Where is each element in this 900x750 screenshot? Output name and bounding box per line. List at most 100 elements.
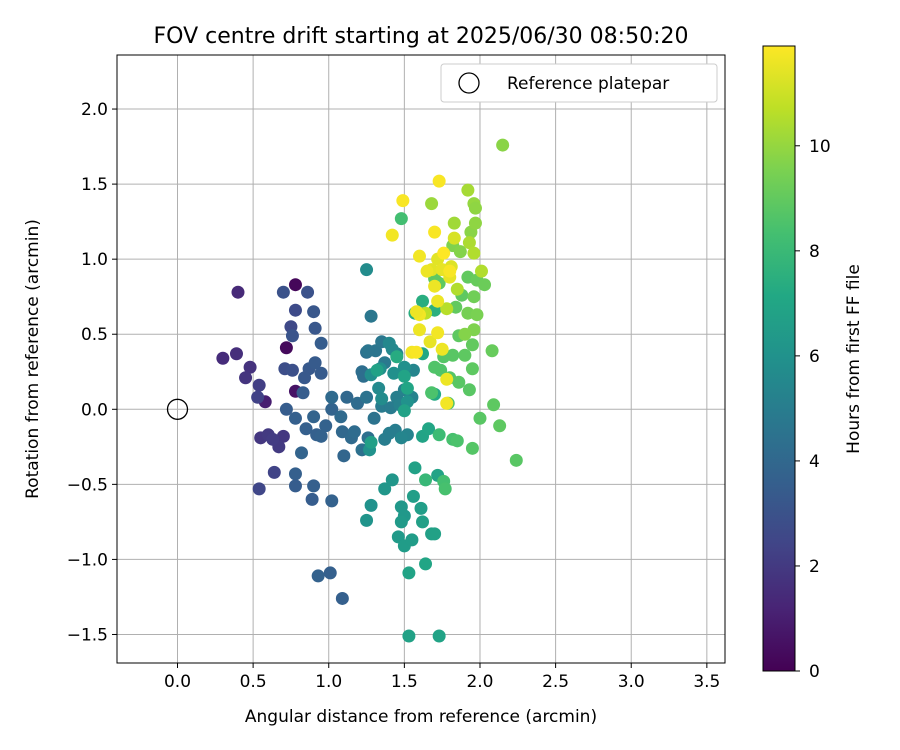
- data-point: [432, 428, 446, 442]
- data-point: [334, 410, 348, 424]
- data-point: [276, 285, 290, 299]
- data-point: [337, 449, 351, 463]
- data-point: [409, 305, 423, 319]
- data-point: [412, 323, 426, 337]
- data-point: [367, 411, 381, 425]
- x-tick-label: 2.5: [542, 672, 569, 692]
- data-point: [382, 336, 396, 350]
- data-point: [428, 225, 442, 239]
- data-point: [229, 347, 243, 361]
- data-point: [364, 309, 378, 323]
- data-point: [447, 231, 461, 245]
- data-point: [216, 351, 230, 365]
- data-point: [487, 398, 501, 412]
- data-point: [308, 356, 322, 370]
- data-point: [397, 369, 411, 383]
- data-point: [478, 278, 492, 292]
- y-tick-label: 1.0: [81, 250, 108, 270]
- y-tick-label: 0.5: [81, 325, 108, 345]
- data-point: [375, 392, 389, 406]
- data-point: [295, 446, 309, 460]
- data-point: [467, 290, 481, 304]
- data-point: [452, 375, 466, 389]
- data-point: [279, 402, 293, 416]
- data-point: [361, 344, 375, 358]
- legend-box: [440, 63, 718, 103]
- y-axis-label: Rotation from reference (arcmin): [23, 219, 43, 499]
- x-tick-label: 0.5: [240, 672, 267, 692]
- reference-marker-group: [166, 398, 189, 420]
- data-point: [468, 201, 482, 215]
- data-point: [288, 467, 302, 481]
- data-point: [428, 279, 442, 293]
- colorbar-tick-label: 8: [809, 242, 820, 262]
- data-point: [425, 197, 439, 211]
- colorbar-label: Hours from first FF file: [844, 264, 864, 454]
- data-point: [378, 482, 392, 496]
- data-point: [243, 360, 257, 374]
- x-axis-label: Angular distance from reference (arcmin): [245, 707, 597, 727]
- data-point: [314, 429, 328, 443]
- data-point: [396, 194, 410, 208]
- data-point: [414, 501, 428, 515]
- colorbar-tick-label: 6: [809, 347, 820, 367]
- data-point: [279, 341, 293, 355]
- data-point: [402, 566, 416, 580]
- data-point: [402, 629, 416, 643]
- data-point: [467, 246, 481, 260]
- data-point: [453, 245, 467, 259]
- data-point: [458, 348, 472, 362]
- data-point: [325, 390, 339, 404]
- data-point: [305, 492, 319, 506]
- data-point: [470, 308, 484, 322]
- data-point: [405, 533, 419, 547]
- data-point: [308, 321, 322, 335]
- data-point: [485, 344, 499, 358]
- data-point: [252, 378, 266, 392]
- legend: Reference platepar: [440, 63, 718, 103]
- data-point: [323, 566, 337, 580]
- x-axis-ticks: 0.0 0.5 1.0 1.5 2.0 2.5 3.0 3.5: [164, 663, 720, 692]
- colorbar-gradient: [762, 45, 796, 672]
- data-point: [307, 479, 321, 493]
- data-point: [431, 326, 445, 340]
- data-point: [231, 285, 245, 299]
- data-point: [400, 381, 414, 395]
- data-point: [394, 212, 408, 226]
- colorbar-tick-label: 10: [809, 137, 831, 157]
- colorbar-ticks: 0 2 4 6 8 10: [795, 137, 831, 682]
- data-point: [385, 228, 399, 242]
- data-point: [443, 264, 457, 278]
- data-point: [450, 282, 464, 296]
- y-tick-label: −1.5: [67, 625, 108, 645]
- data-point: [438, 482, 452, 496]
- data-point: [378, 432, 392, 446]
- data-point: [394, 515, 408, 529]
- data-point: [390, 350, 404, 364]
- data-point: [364, 498, 378, 512]
- data-point: [347, 425, 361, 439]
- data-point: [432, 174, 446, 188]
- data-point: [285, 363, 299, 377]
- data-point: [458, 327, 472, 341]
- data-point: [496, 138, 510, 152]
- x-tick-label: 1.0: [315, 672, 342, 692]
- data-point: [428, 527, 442, 541]
- data-point: [406, 489, 420, 503]
- data-point: [416, 294, 430, 308]
- data-point: [465, 338, 479, 352]
- data-point: [416, 515, 430, 529]
- x-tick-label: 2.0: [466, 672, 493, 692]
- data-point: [311, 569, 325, 583]
- data-point: [319, 419, 333, 433]
- data-point: [276, 429, 290, 443]
- x-tick-label: 0.0: [164, 672, 191, 692]
- data-point: [509, 453, 523, 467]
- legend-entry-reference: Reference platepar: [507, 74, 669, 94]
- data-point: [473, 411, 487, 425]
- data-point: [296, 386, 310, 400]
- colorbar-tick-label: 0: [809, 662, 820, 682]
- data-point: [422, 422, 436, 436]
- y-tick-label: 2.0: [81, 100, 108, 120]
